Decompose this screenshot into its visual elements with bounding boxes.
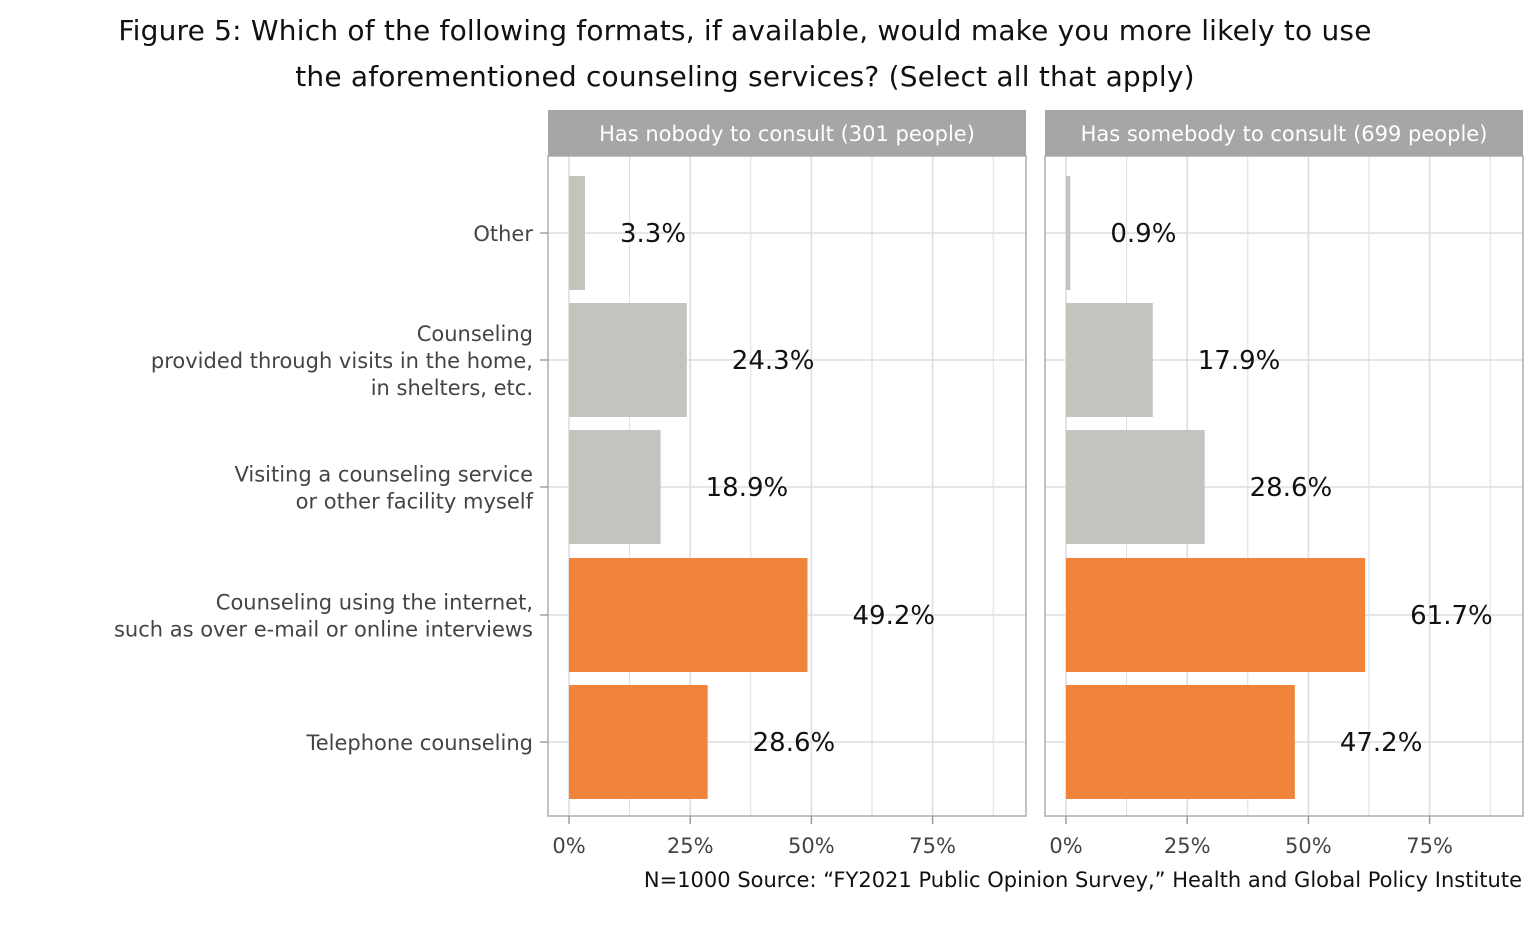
x-tick-label: 50%: [788, 834, 835, 858]
chart-caption: N=1000 Source: “FY2021 Public Opinion Su…: [643, 868, 1522, 892]
bar: [569, 303, 687, 417]
value-label: 24.3%: [732, 346, 815, 376]
y-tick-label: Telephone counseling: [305, 731, 533, 755]
bar: [1066, 558, 1366, 672]
value-label: 3.3%: [620, 219, 686, 249]
y-tick-label-line: Counseling using the internet,: [216, 591, 533, 615]
chart-title-line-1: Figure 5: Which of the following formats…: [118, 14, 1372, 47]
value-label: 18.9%: [706, 473, 789, 503]
x-tick-label: 75%: [1406, 834, 1453, 858]
y-tick-label-line: Visiting a counseling service: [234, 463, 533, 487]
x-tick-label: 25%: [667, 834, 714, 858]
y-tick-label-line: Other: [473, 222, 533, 246]
bar: [569, 176, 585, 290]
value-label: 17.9%: [1198, 346, 1281, 376]
x-tick-label: 25%: [1164, 834, 1211, 858]
bar: [569, 558, 808, 672]
x-tick-label: 0%: [552, 834, 585, 858]
y-tick-label-line: provided through visits in the home,: [151, 349, 533, 373]
y-tick-label-line: such as over e-mail or online interviews: [114, 618, 533, 642]
bar: [1066, 430, 1205, 544]
value-label: 47.2%: [1340, 728, 1423, 758]
value-label: 0.9%: [1110, 219, 1176, 249]
y-tick-label-line: in shelters, etc.: [371, 376, 533, 400]
x-tick-label: 50%: [1285, 834, 1332, 858]
facet-strip: [1045, 110, 1523, 156]
value-label: 28.6%: [1250, 473, 1333, 503]
chart-title-line-2: the aforementioned counseling services? …: [295, 60, 1195, 93]
value-label: 49.2%: [853, 601, 936, 631]
bar: [569, 430, 661, 544]
x-tick-label: 0%: [1049, 834, 1082, 858]
y-tick-label-line: Counseling: [417, 322, 533, 346]
bar: [569, 685, 708, 799]
chart-title: Figure 5: Which of the following formats…: [0, 8, 1490, 100]
y-tick-label: Counseling provided through visits in the…: [151, 322, 533, 400]
y-tick-label: Visiting a counseling service or other fa…: [234, 463, 533, 514]
bar: [1066, 303, 1153, 417]
facet-strip-label: Has nobody to consult (301 people): [599, 122, 975, 146]
facet-strip: [548, 110, 1026, 156]
bar: [1066, 176, 1071, 290]
value-label: 61.7%: [1410, 601, 1493, 631]
y-tick-label: Counseling using the internet, such as ov…: [114, 591, 533, 642]
y-tick-label-line: Telephone counseling: [305, 731, 533, 755]
x-tick-label: 75%: [909, 834, 956, 858]
facet-strip-label: Has somebody to consult (699 people): [1081, 122, 1488, 146]
y-tick-label: Other: [473, 222, 533, 246]
y-tick-label-line: or other facility myself: [296, 490, 534, 514]
value-label: 28.6%: [753, 728, 836, 758]
bar: [1066, 685, 1295, 799]
